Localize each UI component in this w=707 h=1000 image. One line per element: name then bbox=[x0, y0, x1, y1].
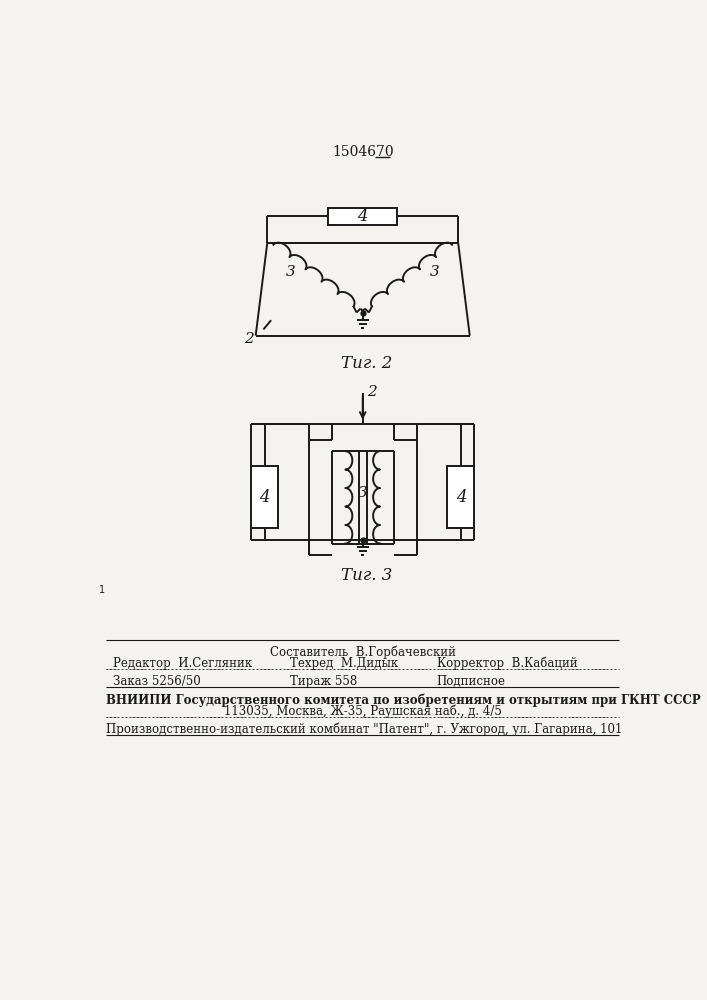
Text: Заказ 5256/50: Заказ 5256/50 bbox=[113, 675, 201, 688]
Text: Тираж 558: Тираж 558 bbox=[291, 675, 358, 688]
Text: 4: 4 bbox=[259, 489, 270, 506]
Text: 4: 4 bbox=[358, 208, 368, 225]
Text: 3: 3 bbox=[431, 265, 440, 279]
Text: ВНИИПИ Государственного комитета по изобретениям и открытиям при ГКНТ СССР: ВНИИПИ Государственного комитета по изоб… bbox=[105, 694, 700, 707]
Text: Редактор  И.Сегляник: Редактор И.Сегляник bbox=[113, 657, 252, 670]
Text: Техред  М.Дидык: Техред М.Дидык bbox=[291, 657, 399, 670]
Text: 2: 2 bbox=[366, 385, 376, 399]
Text: 4: 4 bbox=[455, 489, 466, 506]
Text: 1504670: 1504670 bbox=[332, 145, 394, 159]
Bar bbox=[251, 466, 278, 528]
Text: Составитель  В.Горбачевский: Составитель В.Горбачевский bbox=[270, 646, 456, 659]
Text: Τиг. 3: Τиг. 3 bbox=[341, 567, 392, 584]
Text: Подписное: Подписное bbox=[437, 675, 506, 688]
Text: 2: 2 bbox=[244, 332, 253, 346]
Text: 3: 3 bbox=[358, 486, 368, 500]
Text: 1: 1 bbox=[99, 585, 105, 595]
Bar bbox=[328, 208, 397, 225]
Text: Корректор  В.Кабаций: Корректор В.Кабаций bbox=[437, 657, 578, 670]
Text: Τиг. 2: Τиг. 2 bbox=[341, 355, 392, 372]
Text: 3: 3 bbox=[286, 265, 296, 279]
Text: Производственно-издательский комбинат "Патент", г. Ужгород, ул. Гагарина, 101: Производственно-издательский комбинат "П… bbox=[105, 723, 622, 736]
Text: 113035, Москва, Ж-35, Раушская наб., д. 4/5: 113035, Москва, Ж-35, Раушская наб., д. … bbox=[224, 704, 502, 718]
Bar bbox=[448, 466, 474, 528]
